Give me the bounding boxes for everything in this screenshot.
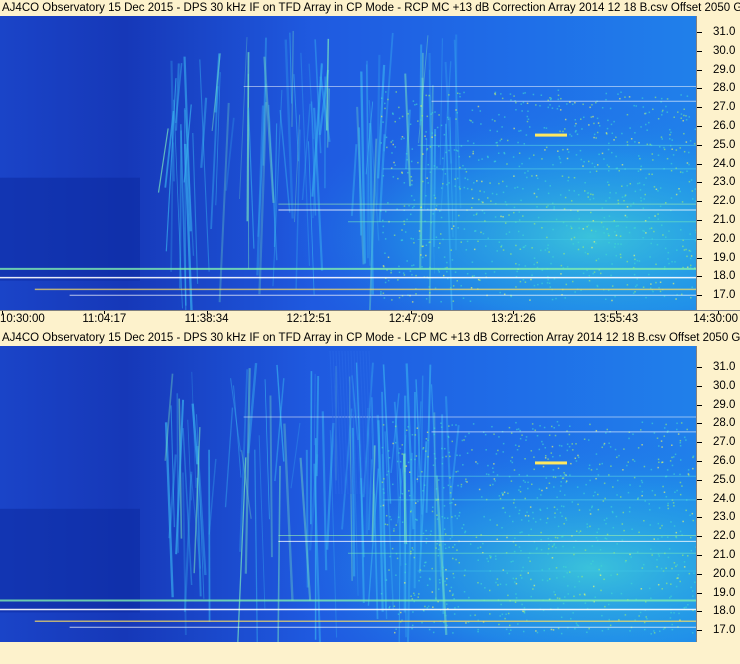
x-tick-label: 11:38:34 [184, 313, 229, 325]
y-tick-label: 22.0 [697, 530, 735, 542]
panel-2-frequency-axis: 31.0 30.0 29.0 28.0 27.0 26.0 25.0 24.0 23.0 22.0… [696, 346, 740, 642]
y-tick-label: 20.0 [697, 568, 735, 580]
y-tick-label: 30.0 [697, 380, 735, 392]
panel-1-time-axis: 10:30:00 11:04:17 11:38:34 12:12:51 12:47:09… [0, 310, 740, 328]
x-tick-mark [206, 311, 208, 314]
y-tick-label: 26.0 [697, 120, 735, 132]
y-tick-label: 24.0 [697, 158, 735, 170]
x-tick-label: 13:21:26 [491, 313, 536, 325]
y-tick-label: 17.0 [697, 624, 735, 636]
y-tick-label: 19.0 [697, 252, 735, 264]
y-tick-label: 29.0 [697, 399, 735, 411]
x-tick-label: 12:12:51 [286, 313, 332, 325]
y-tick-label: 24.0 [697, 493, 735, 505]
y-tick-label: 22.0 [697, 195, 735, 207]
x-tick-label: 10:30:00 [0, 313, 45, 325]
x-tick-mark [513, 311, 515, 314]
y-tick-label: 17.0 [697, 289, 735, 301]
y-tick-label: 25.0 [697, 139, 735, 151]
y-tick-label: 28.0 [697, 82, 735, 94]
y-tick-label: 21.0 [697, 549, 735, 561]
panel-2-title: AJ4CO Observatory 15 Dec 2015 - DPS 30 k… [0, 330, 740, 346]
y-tick-label: 23.0 [697, 176, 735, 188]
x-tick-label: 13:55:43 [593, 313, 639, 325]
x-tick-mark [411, 311, 413, 314]
x-tick-label: 14:30:00 [693, 313, 738, 325]
x-tick-label: 11:04:17 [82, 313, 127, 325]
spectrogram-image [0, 346, 696, 642]
panel-2-spectrogram[interactable] [0, 346, 696, 642]
y-tick-label: 29.0 [697, 64, 735, 76]
spectrogram-image [0, 16, 696, 310]
panel-1-spectrogram[interactable] [0, 16, 696, 310]
y-tick-label: 27.0 [697, 436, 735, 448]
x-tick-mark [308, 311, 310, 314]
x-tick-mark [718, 311, 719, 314]
y-tick-label: 25.0 [697, 474, 735, 486]
y-tick-label: 31.0 [697, 26, 735, 38]
y-tick-label: 30.0 [697, 45, 735, 57]
y-tick-label: 28.0 [697, 417, 735, 429]
y-tick-label: 26.0 [697, 455, 735, 467]
panel-1-frequency-axis: 31.0 30.0 29.0 28.0 27.0 26.0 25.0 24.0 23.0 22.0… [696, 16, 740, 310]
y-tick-label: 18.0 [697, 270, 735, 282]
y-tick-label: 18.0 [697, 605, 735, 617]
x-tick-mark [2, 311, 3, 314]
y-tick-label: 23.0 [697, 511, 735, 523]
y-tick-label: 21.0 [697, 214, 735, 226]
x-tick-label: 12:47:09 [388, 313, 434, 325]
x-tick-mark [615, 311, 617, 314]
y-tick-label: 20.0 [697, 233, 735, 245]
y-tick-label: 31.0 [697, 361, 735, 373]
y-tick-label: 19.0 [697, 587, 735, 599]
x-tick-mark [104, 311, 106, 314]
y-tick-label: 27.0 [697, 101, 735, 113]
panel-1-title: AJ4CO Observatory 15 Dec 2015 - DPS 30 k… [0, 0, 740, 16]
